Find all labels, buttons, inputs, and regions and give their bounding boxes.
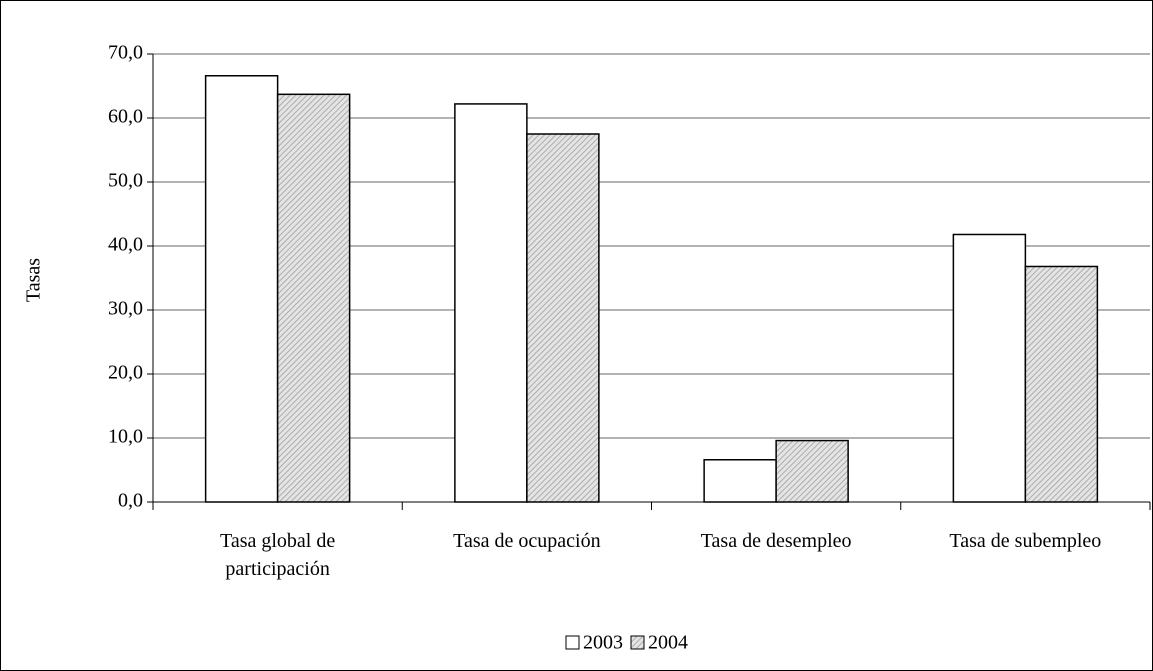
y-axis-label: Tasas <box>23 258 45 302</box>
y-tick-label: 0,0 <box>118 490 143 512</box>
x-tick-label: Tasa de subempleo <box>949 530 1102 552</box>
y-tick-label: 60,0 <box>108 106 143 128</box>
y-tick-label: 40,0 <box>108 234 143 256</box>
y-tick-label: 30,0 <box>108 298 143 320</box>
bar <box>775 439 849 503</box>
x-tick-label: Tasa de desempleo <box>700 530 852 552</box>
bar <box>952 233 1027 503</box>
bar <box>703 459 777 503</box>
x-tick-label: Tasa global de participación <box>220 530 336 580</box>
bar <box>1024 265 1099 503</box>
y-tick-label: 10,0 <box>108 426 143 448</box>
bar <box>526 133 600 503</box>
x-tick-label: Tasa de ocupación <box>453 530 601 552</box>
y-tick-label: 20,0 <box>108 362 143 384</box>
legend-label: 2004 <box>648 632 688 654</box>
legend-label: 2003 <box>583 632 623 654</box>
legend-swatch <box>630 635 645 650</box>
y-tick-label: 50,0 <box>108 170 143 192</box>
legend-swatch <box>565 635 580 650</box>
bar <box>454 103 528 503</box>
bar <box>276 93 351 503</box>
bar <box>204 75 279 503</box>
y-tick-label: 70,0 <box>108 42 143 64</box>
